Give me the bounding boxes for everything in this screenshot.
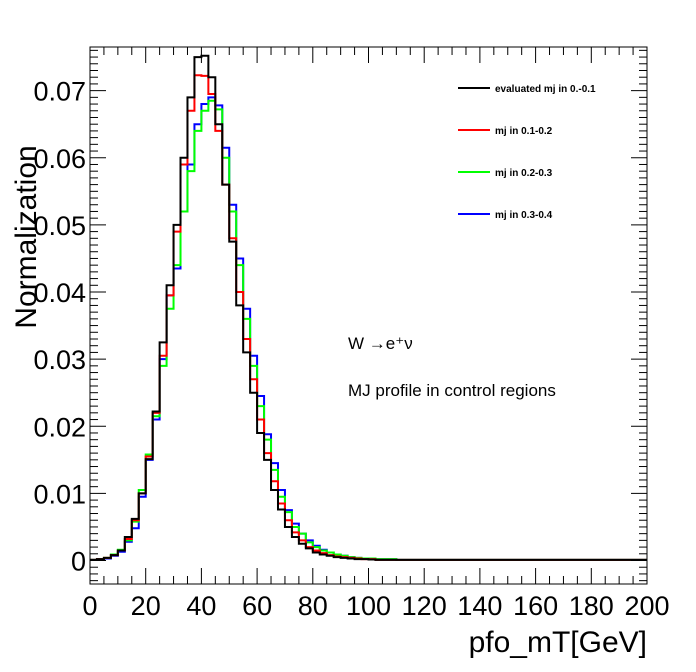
legend-label-3: mj in 0.3-0.4 [495, 210, 553, 221]
x-tick-label: 120 [402, 591, 447, 621]
x-tick-label: 80 [298, 591, 328, 621]
y-tick-label: 0.02 [33, 412, 86, 442]
legend-label-2: mj in 0.2-0.3 [495, 168, 553, 179]
x-tick-label: 200 [624, 591, 669, 621]
y-tick-label: 0.03 [33, 345, 86, 375]
x-axis-title: pfo_mT[GeV] [469, 626, 647, 659]
axis-ticks [89, 47, 648, 584]
y-tick-label: 0.06 [33, 144, 86, 174]
process-annotation: W →e⁺ν [348, 334, 413, 353]
histogram-series-group [90, 54, 647, 561]
legend-label-1: mj in 0.1-0.2 [495, 126, 553, 137]
legend-label-0: evaluated mj in 0.-0.1 [495, 84, 596, 95]
x-tick-label: 160 [513, 591, 558, 621]
x-tick-label: 180 [569, 591, 614, 621]
series-0-histogram [90, 54, 647, 561]
y-tick-labels: 0 0.01 0.02 0.03 0.04 0.05 0.06 0.07 [33, 77, 86, 577]
y-tick-label: 0.04 [33, 278, 86, 308]
x-tick-label: 0 [82, 591, 97, 621]
x-tick-label: 60 [242, 591, 272, 621]
y-tick-label: 0.05 [33, 211, 86, 241]
y-tick-label: 0.01 [33, 479, 86, 509]
x-tick-label: 40 [186, 591, 216, 621]
description-annotation: MJ profile in control regions [348, 381, 556, 400]
x-tick-label: 100 [346, 591, 391, 621]
x-tick-label: 140 [457, 591, 502, 621]
legend: evaluated mj in 0.-0.1 mj in 0.1-0.2 mj in… [458, 84, 596, 221]
y-tick-label: 0.07 [33, 77, 86, 107]
y-axis-title: Normalization [10, 145, 43, 328]
x-tick-label: 20 [131, 591, 161, 621]
x-tick-labels: 0 20 40 60 80 100 120 140 160 180 200 [82, 591, 669, 621]
y-tick-label: 0 [71, 547, 86, 577]
